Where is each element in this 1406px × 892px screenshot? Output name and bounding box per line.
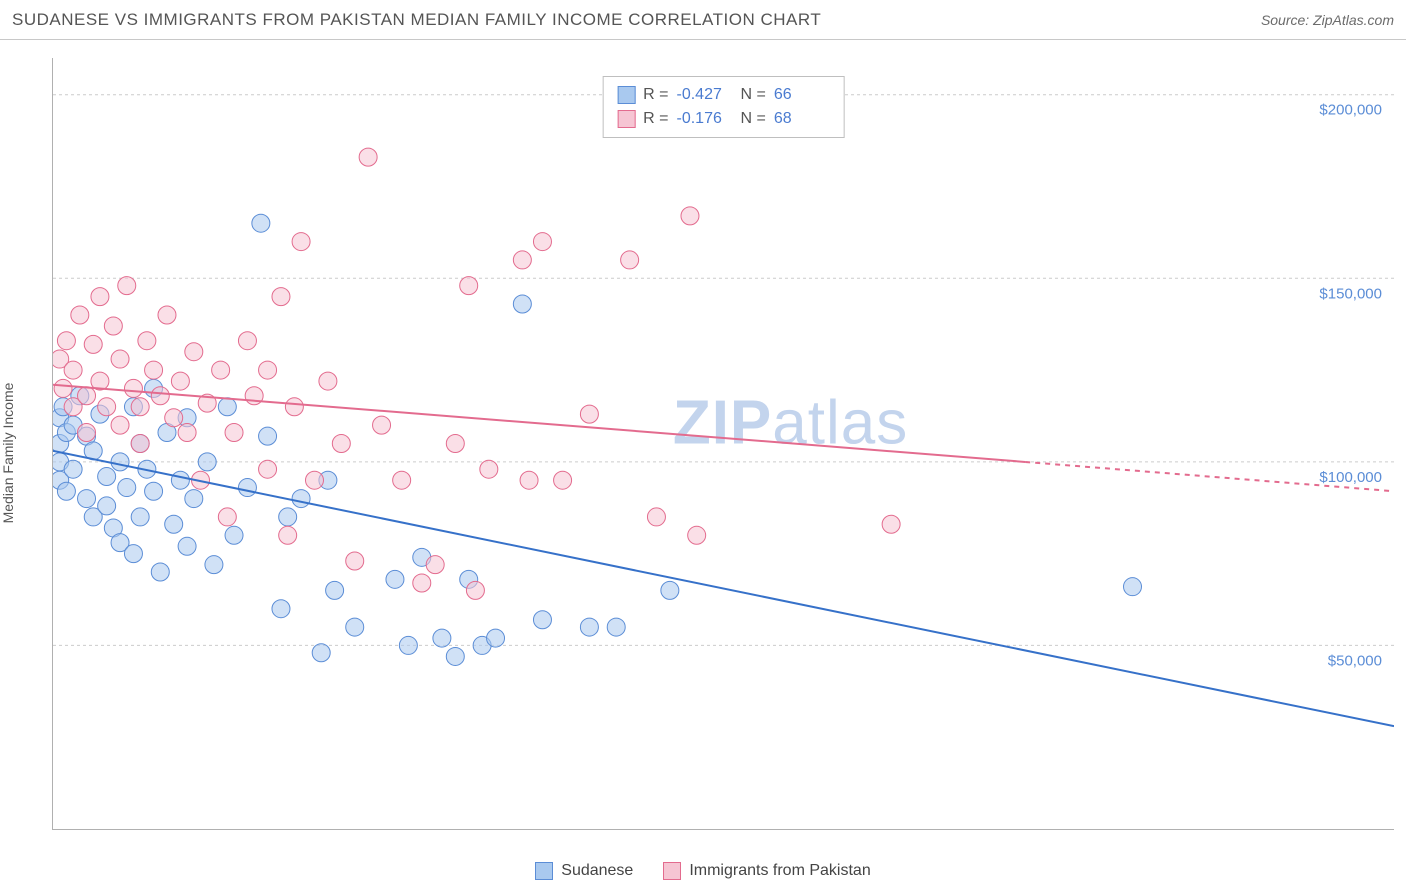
chart-area: Median Family Income $50,000 $100,000 $150… [0,40,1406,850]
legend-item-sudanese: Sudanese [535,862,633,880]
n-value-sudanese: 66 [774,83,830,107]
r-value-sudanese: -0.427 [677,83,733,107]
source-attribution: Source: ZipAtlas.com [1261,12,1394,28]
swatch-sudanese [617,86,635,104]
stats-row-sudanese: R = -0.427 N = 66 [617,83,830,107]
legend-label-pakistan: Immigrants from Pakistan [689,862,870,880]
chart-container: SUDANESE VS IMMIGRANTS FROM PAKISTAN MED… [0,0,1406,892]
svg-text:ZIPatlas: ZIPatlas [673,389,908,458]
n-value-pakistan: 68 [774,107,830,131]
r-label: R = [643,107,668,131]
legend-swatch-pakistan [663,862,681,880]
n-label: N = [741,83,766,107]
svg-text:$100,000: $100,000 [1319,469,1382,486]
swatch-pakistan [617,110,635,128]
r-value-pakistan: -0.176 [677,107,733,131]
y-axis-label: Median Family Income [0,383,16,524]
chart-title: SUDANESE VS IMMIGRANTS FROM PAKISTAN MED… [12,10,821,30]
stats-row-pakistan: R = -0.176 N = 68 [617,107,830,131]
n-label: N = [741,107,766,131]
svg-text:$150,000: $150,000 [1319,285,1382,302]
svg-text:$200,000: $200,000 [1319,102,1382,119]
scatter-svg: $50,000$100,000$150,000$200,0000.0%20.0%… [53,58,1394,829]
svg-text:$50,000: $50,000 [1328,652,1382,669]
r-label: R = [643,83,668,107]
bottom-legend: Sudanese Immigrants from Pakistan [0,850,1406,892]
plot-box: $50,000$100,000$150,000$200,0000.0%20.0%… [52,58,1394,830]
legend-swatch-sudanese [535,862,553,880]
stats-legend: R = -0.427 N = 66 R = -0.176 N = 68 [602,76,845,138]
legend-label-sudanese: Sudanese [561,862,633,880]
header: SUDANESE VS IMMIGRANTS FROM PAKISTAN MED… [0,0,1406,40]
legend-item-pakistan: Immigrants from Pakistan [663,862,870,880]
